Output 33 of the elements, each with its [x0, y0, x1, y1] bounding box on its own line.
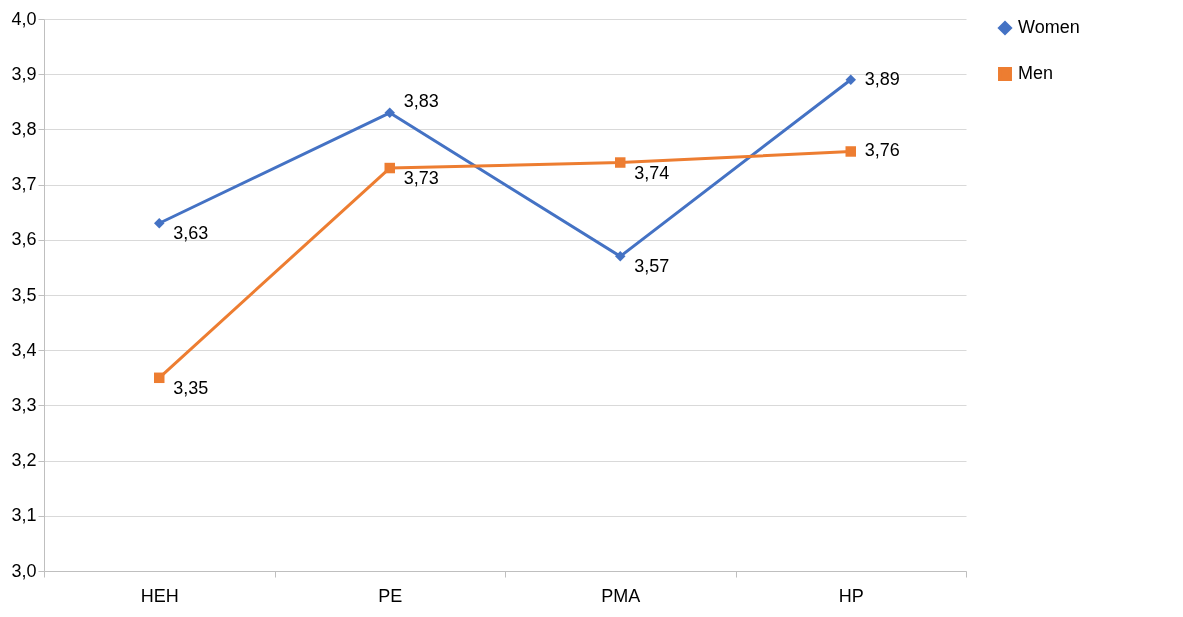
y-tick-label: 3,7	[11, 174, 37, 195]
y-tick-label: 3,5	[11, 284, 37, 305]
y-tick-label: 3,3	[11, 394, 37, 415]
point	[615, 157, 626, 168]
y-tick-label: 3,1	[11, 505, 37, 526]
data-label: 3,35	[173, 377, 209, 398]
point	[384, 107, 395, 119]
point	[154, 372, 165, 384]
data-label: 3,76	[864, 140, 900, 161]
y-tick-label: 4,0	[11, 8, 37, 29]
legend-label: Women	[1018, 17, 1080, 37]
point	[154, 218, 165, 229]
point	[384, 162, 395, 174]
data-label: 3,73	[403, 168, 439, 189]
data-label: 3,74	[634, 162, 670, 183]
x-tick-label: HEH	[140, 585, 179, 606]
y-tick-label: 3,8	[11, 118, 37, 139]
data-label: 3,83	[403, 90, 439, 111]
data-label: 3,63	[173, 223, 209, 244]
y-tick-label: 3,6	[11, 229, 37, 250]
point	[845, 146, 856, 157]
legend-label: Men	[1018, 63, 1054, 83]
x-tick-label: HP	[838, 585, 864, 606]
y-tick-label: 3,4	[11, 339, 37, 360]
y-tick-label: 3,0	[11, 560, 37, 581]
point	[845, 74, 856, 85]
y-tick-label: 3,9	[11, 63, 37, 84]
point	[615, 251, 626, 262]
x-tick-label: PE	[378, 585, 403, 606]
x-tick-label: PMA	[601, 585, 641, 606]
data-label: 3,89	[864, 68, 900, 89]
y-tick-label: 3,2	[11, 450, 37, 471]
data-label: 3,57	[634, 256, 670, 277]
